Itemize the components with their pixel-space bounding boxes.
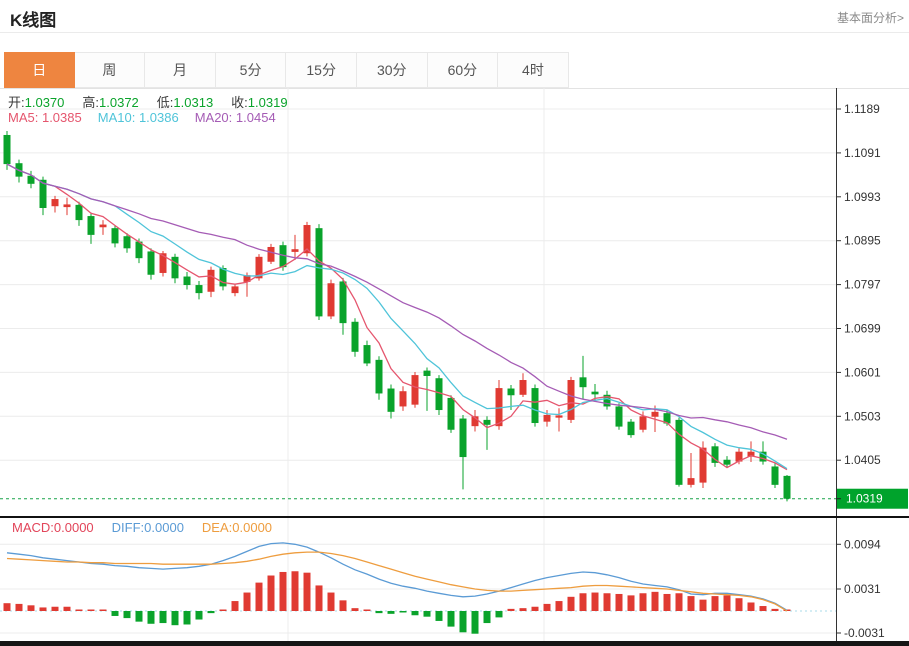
open-value: 1.0370 xyxy=(24,95,65,110)
ma20-label: MA20: xyxy=(194,110,233,125)
tab-5min[interactable]: 5分 xyxy=(215,52,287,88)
y-axis-label: 1.1189 xyxy=(844,102,880,116)
tab-month[interactable]: 月 xyxy=(145,52,216,88)
dea-label: DEA: xyxy=(201,520,233,535)
y-axis-label: 1.0797 xyxy=(844,278,881,292)
tab-4hour[interactable]: 4时 xyxy=(498,52,569,88)
price-y-axis: 1.1189 1.1091 1.0993 1.0895 1.0797 1.0699 1.06… xyxy=(836,88,881,517)
current-price-badge: 1.0319 xyxy=(836,488,908,509)
macd-value: 0.0000 xyxy=(53,520,94,535)
ma5-line xyxy=(6,163,788,471)
ma10-label: MA10: xyxy=(97,110,136,125)
current-price-value: 1.0319 xyxy=(846,492,883,506)
ma5-label: MA5: xyxy=(8,110,39,125)
tab-60min[interactable]: 60分 xyxy=(427,52,499,88)
ma-legend: MA5: 1.0385 MA10: 1.0386 MA20: 1.0454 xyxy=(8,110,276,125)
open-label: 开: xyxy=(8,95,25,110)
tab-30min[interactable]: 30分 xyxy=(356,52,428,88)
tab-day[interactable]: 日 xyxy=(4,52,75,88)
candlestick-chart[interactable]: 1.1189 1.1091 1.0993 1.0895 1.0797 1.0699 1.06… xyxy=(0,88,909,517)
ma20-value: 1.0454 xyxy=(235,110,276,125)
y-axis-label: 1.0895 xyxy=(844,234,881,248)
price-grid xyxy=(0,88,836,517)
high-label: 高: xyxy=(82,95,100,110)
y-axis-label: 1.0993 xyxy=(844,190,881,204)
dea-value: 0.0000 xyxy=(232,520,273,535)
ma20-line xyxy=(6,163,788,440)
diff-line xyxy=(6,542,788,611)
ma5-value: 1.0385 xyxy=(41,110,82,125)
close-label: 收: xyxy=(231,95,248,110)
y-axis-label: 1.1091 xyxy=(844,146,881,160)
panel-divider xyxy=(0,516,909,518)
timeframe-tabbar: 日 周 月 5分 15分 30分 60分 4时 xyxy=(0,52,909,89)
page-header: K线图 基本面分析> xyxy=(0,0,909,33)
macd-axis-label: -0.0031 xyxy=(844,626,885,640)
low-value: 1.0313 xyxy=(173,95,214,110)
high-value: 1.0372 xyxy=(99,95,139,110)
low-label: 低: xyxy=(156,95,174,110)
ma10-value: 1.0386 xyxy=(138,110,179,125)
fundamental-analysis-link[interactable]: 基本面分析> xyxy=(836,11,904,25)
macd-grid xyxy=(0,517,836,641)
y-axis-label: 1.0601 xyxy=(844,365,881,379)
ohlc-legend: 开:1.0370 高:1.0372 低:1.0313 收:1.0319 xyxy=(8,92,288,111)
macd-chart[interactable]: 0.0094 0.0031 -0.0031 xyxy=(0,517,909,641)
y-axis-label: 1.0503 xyxy=(844,409,881,423)
candles xyxy=(3,130,791,502)
diff-value: 0.0000 xyxy=(144,520,184,535)
y-axis-label: 1.0699 xyxy=(844,322,881,336)
ma10-line xyxy=(6,163,788,470)
macd-histogram xyxy=(3,571,791,634)
tab-15min[interactable]: 15分 xyxy=(286,52,357,88)
macd-axis-label: 0.0094 xyxy=(844,537,881,551)
tab-week[interactable]: 周 xyxy=(74,52,146,88)
close-value: 1.0319 xyxy=(247,95,288,110)
page-title: K线图 xyxy=(10,11,57,30)
macd-legend: MACD:0.0000 DIFF:0.0000 DEA:0.0000 xyxy=(12,520,272,535)
diff-label: DIFF: xyxy=(111,520,145,535)
macd-y-axis: 0.0094 0.0031 -0.0031 xyxy=(836,517,885,641)
macd-axis-label: 0.0031 xyxy=(844,582,881,596)
y-axis-label: 1.0405 xyxy=(844,453,881,467)
dea-line xyxy=(6,551,788,612)
chart-bottom-border xyxy=(0,641,909,646)
macd-label: MACD: xyxy=(12,520,54,535)
